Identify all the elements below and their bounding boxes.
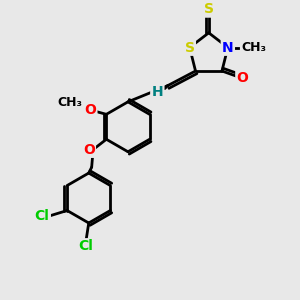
Text: CH₃: CH₃: [241, 41, 266, 54]
Text: S: S: [204, 2, 214, 16]
Text: S: S: [184, 40, 195, 55]
Text: N: N: [222, 40, 234, 55]
Text: O: O: [84, 103, 96, 117]
Text: O: O: [237, 71, 248, 85]
Text: Cl: Cl: [78, 239, 93, 254]
Text: Cl: Cl: [35, 209, 50, 224]
Text: CH₃: CH₃: [58, 96, 83, 109]
Text: H: H: [152, 85, 163, 99]
Text: O: O: [83, 142, 95, 157]
